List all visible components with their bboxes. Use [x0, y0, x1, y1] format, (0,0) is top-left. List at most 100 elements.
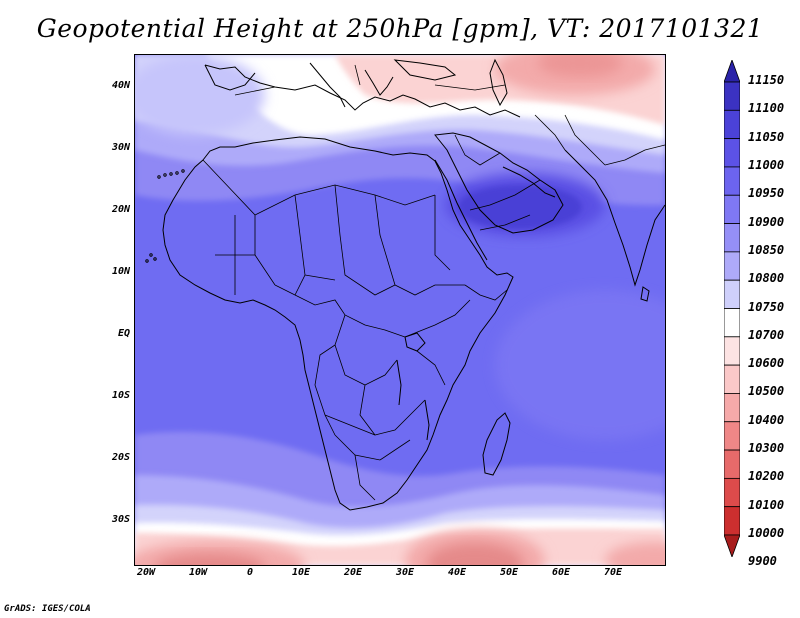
- red-sea-coastline: [434, 159, 488, 261]
- country-border: [234, 86, 276, 96]
- colorbar-cell: [724, 223, 740, 253]
- colorbar-cell: [724, 477, 740, 508]
- madagascar-coastline: [482, 412, 511, 476]
- colorbar-label: 11100: [748, 101, 785, 116]
- colorbar-label: 9900: [748, 554, 777, 569]
- colorbar-cell: [724, 393, 740, 423]
- lat-label: 30S: [111, 514, 130, 525]
- lat-label: 20S: [111, 452, 130, 463]
- lat-label: 10S: [111, 390, 130, 401]
- coastlines: [145, 58, 665, 511]
- colorbar-label: 10700: [748, 327, 785, 342]
- colorbar-label: 11000: [748, 157, 785, 172]
- lake-victoria: [404, 332, 426, 352]
- lon-label: 10E: [291, 567, 311, 578]
- lat-label: 10N: [111, 266, 130, 277]
- country-border: [274, 284, 406, 338]
- country-borders: [202, 64, 665, 501]
- lon-label: 40E: [447, 567, 467, 578]
- iberia-coastline: [204, 64, 256, 91]
- india-coastline: [564, 149, 665, 287]
- lon-label: 20E: [343, 567, 363, 578]
- map-title: Geopotential Height at 250hPa [gpm], VT:…: [36, 14, 764, 43]
- colorbar-arrow-bottom: [724, 534, 740, 557]
- colorbar-label: 10400: [748, 412, 785, 427]
- colorbar-cell: [724, 166, 740, 196]
- field-blob-south-far-east: [605, 542, 665, 565]
- colorbar-cells: [724, 60, 740, 557]
- colorbar-cell: [724, 449, 740, 479]
- colorbar-label: 10900: [748, 214, 785, 229]
- sri-lanka-coastline: [640, 286, 650, 302]
- field-blob-northwest-pale: [135, 55, 265, 135]
- colorbar-label: 10100: [748, 497, 785, 512]
- colorbar-label: 10300: [748, 441, 785, 456]
- lon-label: 20W: [136, 567, 156, 578]
- field-blob-arabian-core: [458, 185, 582, 229]
- country-border: [604, 144, 665, 166]
- colorbar-arrow-top: [724, 60, 740, 83]
- colorbar-cell: [724, 308, 740, 338]
- colorbar-label: 10850: [748, 242, 785, 257]
- country-border: [454, 134, 501, 166]
- colorbar-cell: [724, 279, 740, 309]
- lon-label: 70E: [603, 567, 623, 578]
- colorbar: [724, 60, 740, 557]
- canary-island: [157, 175, 161, 179]
- country-border: [374, 194, 396, 286]
- field-blob-indian-ocean: [495, 290, 665, 440]
- black-sea-coastline: [393, 59, 457, 81]
- country-border: [354, 454, 376, 501]
- caspian-coastline: [489, 58, 508, 107]
- greece-coastline: [364, 69, 394, 96]
- arabian-peninsula-coastline: [434, 132, 564, 234]
- canary-island: [181, 169, 185, 173]
- country-border: [416, 350, 446, 386]
- colorbar-label: 10600: [748, 356, 785, 371]
- lon-label: 10W: [188, 567, 208, 578]
- country-border: [334, 314, 398, 386]
- footer-credit: GrADS: IGES/COLA: [4, 604, 91, 614]
- colorbar-label: 10500: [748, 384, 785, 399]
- colorbar-cell: [724, 81, 740, 111]
- africa-coastline: [162, 136, 514, 511]
- lake-malawi: [424, 399, 430, 441]
- lat-label: 40N: [111, 80, 130, 91]
- cape-verde-island: [153, 257, 157, 261]
- field-blob-south-east-deep: [427, 543, 523, 565]
- country-border: [469, 179, 541, 211]
- country-border: [354, 64, 361, 86]
- colorbar-label: 11050: [748, 129, 785, 144]
- country-border: [404, 299, 471, 338]
- colorbar-label: 11150: [748, 73, 785, 87]
- colorbar-cell: [724, 109, 740, 140]
- colorbar-cell: [724, 336, 740, 366]
- country-border: [334, 434, 411, 461]
- field-blob-south-west-deep: [155, 553, 265, 565]
- lat-label: EQ: [117, 328, 130, 339]
- canary-island: [175, 171, 179, 175]
- country-border: [479, 214, 531, 231]
- country-border: [294, 194, 306, 296]
- europe-coastline: [204, 64, 521, 118]
- country-border: [564, 114, 606, 166]
- cape-verde-island: [145, 259, 149, 263]
- lon-label: 50E: [499, 567, 519, 578]
- lon-label: 60E: [551, 567, 571, 578]
- colorbar-cell: [724, 506, 740, 536]
- lon-label: 30E: [395, 567, 415, 578]
- lon-label: 0: [246, 567, 254, 578]
- colorbar-label: 10000: [748, 526, 785, 540]
- canary-island: [163, 173, 167, 177]
- country-border: [434, 84, 506, 91]
- colorbar-label: 10200: [748, 469, 785, 484]
- persian-gulf-coastline: [502, 166, 556, 198]
- country-border: [314, 344, 336, 436]
- country-border: [434, 195, 451, 271]
- colorbar-cell: [724, 421, 740, 451]
- canary-island: [169, 172, 173, 176]
- lat-label: 20N: [111, 204, 130, 215]
- country-border: [324, 414, 376, 436]
- geopotential-field: [135, 55, 665, 565]
- colorbar-cell: [724, 251, 740, 281]
